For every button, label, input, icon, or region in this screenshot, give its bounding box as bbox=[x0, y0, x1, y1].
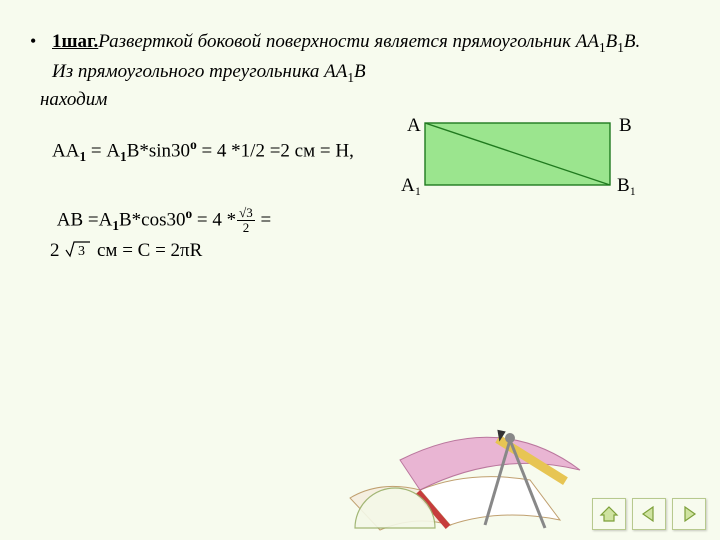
line3: находим bbox=[30, 88, 690, 113]
line1: Разверткой боковой поверхности является … bbox=[98, 31, 599, 52]
vertex-a: A bbox=[407, 115, 421, 137]
fraction: √32 bbox=[237, 206, 255, 234]
vertex-b: B bbox=[619, 115, 632, 137]
equation-2: АВ =А1В*cos30o = 4 *√32 = bbox=[30, 204, 690, 237]
tools-illustration bbox=[300, 380, 600, 540]
prev-button[interactable] bbox=[632, 498, 666, 530]
rectangle-diagram: A B A₁ B₁ bbox=[395, 115, 645, 205]
bullet: • bbox=[30, 30, 52, 56]
home-button[interactable] bbox=[592, 498, 626, 530]
next-button[interactable] bbox=[672, 498, 706, 530]
step-text: 1шаг.Разверткой боковой поверхности явля… bbox=[52, 30, 640, 56]
home-icon bbox=[599, 505, 619, 523]
equation-3: 2 3 см = С = 2πR bbox=[30, 238, 690, 264]
sqrt-icon: 3 bbox=[64, 238, 92, 260]
vertex-a1: A₁ bbox=[401, 175, 421, 197]
step-label: 1шаг. bbox=[52, 31, 98, 52]
svg-text:3: 3 bbox=[78, 244, 85, 259]
line2: Из прямоугольного треугольника АА1В bbox=[30, 60, 690, 86]
nav-bar bbox=[592, 498, 706, 530]
arrow-left-icon bbox=[639, 505, 659, 523]
arrow-right-icon bbox=[679, 505, 699, 523]
vertex-b1: B₁ bbox=[617, 175, 636, 197]
